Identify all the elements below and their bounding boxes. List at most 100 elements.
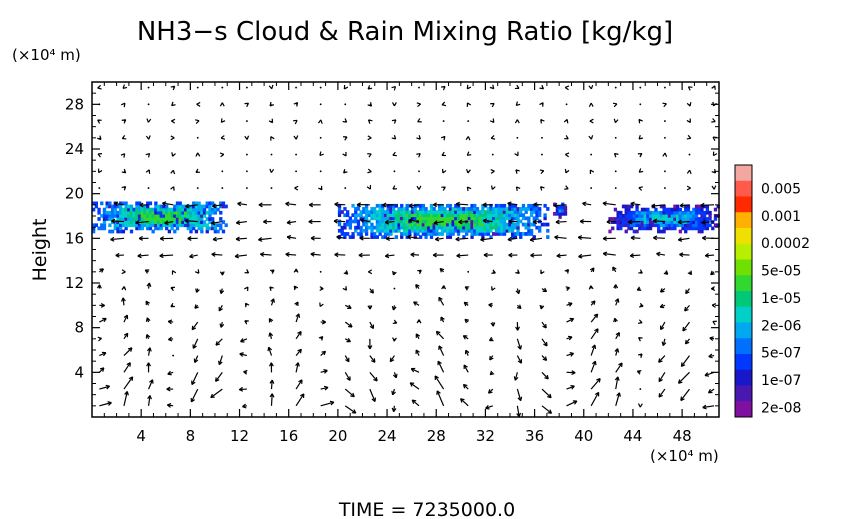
cloud-cell [643,226,647,231]
cloud-cell [686,217,691,221]
wind-vector [382,202,395,208]
cloud-cell [667,210,672,215]
wind-vector-head [191,327,197,331]
cloud-cell [205,210,209,215]
cloud-cell [437,203,442,208]
wind-vector-head [686,185,691,189]
cloud-cell [646,217,650,221]
wind-vector-head [517,269,520,274]
wind-vector [269,168,275,173]
wind-vector [539,304,545,310]
wind-vector [135,220,149,225]
cloud-cell [429,232,434,236]
cloud-cell [529,207,534,211]
wind-vector [320,350,327,357]
cloud-cell [673,213,677,218]
cloud-cell [200,220,204,224]
cloud-cell [500,222,504,227]
cloud-cell [189,207,193,212]
wind-vector-head [662,152,666,157]
cloud-cell [675,217,680,221]
wind-vector-shaft [578,254,592,258]
wind-vector [687,86,693,91]
wind-vector-shaft [287,236,297,239]
wind-vector-head [702,406,707,410]
cloud-cell [375,225,380,230]
cloud-cell [492,225,496,230]
wind-vector [434,375,445,390]
wind-vector-shaft [603,252,616,256]
cloud-cell [135,201,139,206]
wind-vector-head [577,236,582,241]
cloud-cell [416,228,420,233]
cloud-cell [337,203,342,208]
cloud-cell [405,216,409,221]
cloud-cell [462,235,466,239]
cloud-cell [216,229,220,234]
wind-vector-head [593,313,598,317]
wind-vector-head [460,398,463,403]
cloud-cell [613,207,618,212]
wind-vector-shaft [310,253,321,256]
wind-vector-shaft [164,220,174,224]
cloud-cell [454,210,458,214]
wind-vector-head [435,331,439,336]
cloud-cell [181,210,185,215]
cloud-cell [502,207,507,211]
cloud-cell [345,219,350,224]
wind-vector-head [639,403,643,408]
wind-vector [110,236,125,242]
time-label: TIME = 7235000.0 [338,499,515,519]
cloud-cell [689,213,693,218]
wind-vector [483,252,493,258]
cloud-cell [175,201,180,206]
cloud-cell [194,213,199,218]
wind-vector-head [286,222,291,225]
cloud-cell [183,220,188,224]
wind-vector [438,296,445,306]
cloud-cell [427,232,431,236]
cloud-cell [711,226,715,231]
wind-vector [120,297,126,306]
cloud-cell [211,201,215,206]
wind-vector-head [687,134,692,139]
wind-vector-shaft [566,385,575,390]
wind-vector [540,269,545,275]
wind-vector [244,302,250,308]
wind-vector [384,219,395,225]
cloud-cell [521,207,526,211]
cloud-cell [492,219,496,224]
wind-vector [688,153,691,156]
cloud-cell [470,203,474,208]
wind-vector-head [589,267,595,271]
wind-vector-head [235,238,241,242]
cloud-cell [632,223,636,228]
cloud-cell [373,235,377,239]
cloud-cell [397,228,401,233]
cloud-cell [413,222,417,227]
cloud-cell [378,216,382,221]
wind-vector-head [121,286,125,291]
wind-vector-head [99,367,105,370]
cloud-cell [500,203,504,208]
cloud-cell [513,232,517,236]
cloud-cell [156,220,161,224]
cloud-cell [119,207,123,212]
cloud-cell [408,225,412,230]
wind-vector-head [540,119,542,124]
colorbar-swatch [735,275,752,292]
wind-vector [658,388,666,398]
cloud-cell [437,222,442,227]
cloud-cell [402,228,407,233]
cloud-cell [448,235,453,239]
wind-vector [170,135,175,141]
wind-vector [344,405,357,414]
wind-vector [413,301,420,306]
wind-vector [148,379,154,390]
cloud-cell [470,210,474,214]
wind-vector [344,321,353,328]
wind-vector [392,319,398,325]
wind-vector-head [359,237,364,241]
cloud-cell [473,222,477,227]
cloud-cell [370,232,374,236]
